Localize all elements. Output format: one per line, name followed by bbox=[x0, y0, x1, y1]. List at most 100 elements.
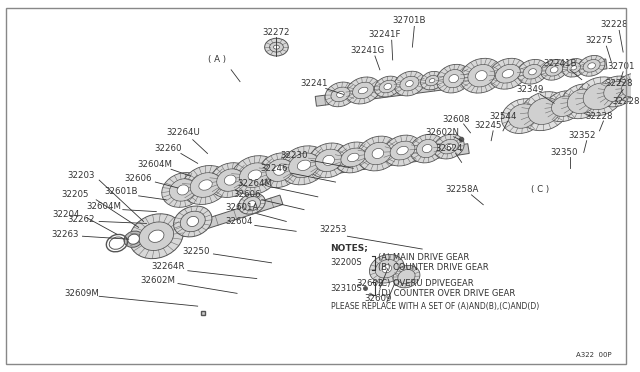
Ellipse shape bbox=[348, 153, 359, 162]
Ellipse shape bbox=[384, 83, 392, 90]
Text: ( A ): ( A ) bbox=[209, 55, 227, 64]
Ellipse shape bbox=[372, 148, 384, 158]
Text: 32264U: 32264U bbox=[166, 128, 200, 137]
Text: 32602: 32602 bbox=[356, 279, 384, 288]
Text: 32246: 32246 bbox=[260, 164, 288, 173]
Text: 32205: 32205 bbox=[62, 190, 90, 199]
Text: 32262: 32262 bbox=[68, 215, 95, 224]
Ellipse shape bbox=[323, 155, 335, 166]
Polygon shape bbox=[163, 144, 469, 200]
Ellipse shape bbox=[529, 69, 536, 75]
Ellipse shape bbox=[199, 180, 212, 190]
Text: (C) OVERU DPIVEGEAR: (C) OVERU DPIVEGEAR bbox=[378, 279, 474, 288]
Ellipse shape bbox=[382, 264, 392, 273]
Ellipse shape bbox=[443, 70, 465, 88]
Text: 32228: 32228 bbox=[586, 112, 613, 121]
Ellipse shape bbox=[148, 230, 164, 243]
Ellipse shape bbox=[239, 193, 265, 214]
Text: 32352: 32352 bbox=[568, 131, 595, 140]
Ellipse shape bbox=[429, 78, 435, 83]
Ellipse shape bbox=[616, 73, 640, 102]
Ellipse shape bbox=[190, 173, 221, 198]
Ellipse shape bbox=[439, 139, 458, 154]
Ellipse shape bbox=[393, 265, 420, 288]
Ellipse shape bbox=[369, 254, 404, 283]
Ellipse shape bbox=[406, 80, 413, 87]
Ellipse shape bbox=[170, 179, 196, 201]
Text: 32272: 32272 bbox=[262, 28, 290, 37]
Ellipse shape bbox=[550, 67, 558, 73]
Ellipse shape bbox=[248, 201, 255, 207]
Polygon shape bbox=[316, 59, 607, 106]
Text: 32606: 32606 bbox=[125, 174, 152, 183]
Ellipse shape bbox=[394, 71, 425, 96]
Ellipse shape bbox=[307, 143, 350, 178]
Ellipse shape bbox=[517, 60, 548, 84]
Ellipse shape bbox=[426, 76, 439, 86]
Ellipse shape bbox=[364, 142, 392, 165]
Text: 32258A: 32258A bbox=[445, 185, 478, 195]
Text: 32200S: 32200S bbox=[331, 258, 362, 267]
Ellipse shape bbox=[489, 58, 527, 89]
Ellipse shape bbox=[571, 66, 577, 70]
Ellipse shape bbox=[353, 82, 374, 99]
Ellipse shape bbox=[567, 62, 580, 73]
Text: ( C ): ( C ) bbox=[531, 185, 550, 195]
Ellipse shape bbox=[187, 217, 198, 227]
Ellipse shape bbox=[575, 77, 623, 116]
Ellipse shape bbox=[563, 58, 586, 77]
Ellipse shape bbox=[400, 76, 419, 91]
Text: 32228: 32228 bbox=[605, 79, 633, 88]
Ellipse shape bbox=[180, 211, 205, 232]
Text: 32601B: 32601B bbox=[104, 187, 138, 196]
Ellipse shape bbox=[502, 99, 544, 134]
Ellipse shape bbox=[398, 269, 415, 284]
Ellipse shape bbox=[209, 163, 252, 198]
Text: PLEASE REPLACE WITH A SET OF (A)AND(B),(C)AND(D): PLEASE REPLACE WITH A SET OF (A)AND(B),(… bbox=[331, 302, 539, 311]
Text: 32602M: 32602M bbox=[141, 276, 176, 285]
Ellipse shape bbox=[588, 63, 595, 69]
Ellipse shape bbox=[567, 89, 596, 113]
Text: 32606: 32606 bbox=[233, 190, 260, 199]
Text: 32260: 32260 bbox=[154, 144, 182, 153]
Text: 32349: 32349 bbox=[517, 85, 544, 94]
Ellipse shape bbox=[390, 141, 415, 160]
Text: 32544: 32544 bbox=[489, 112, 516, 121]
Ellipse shape bbox=[128, 234, 140, 244]
Ellipse shape bbox=[397, 146, 408, 155]
Text: 32701B: 32701B bbox=[393, 16, 426, 25]
Text: 32230: 32230 bbox=[280, 151, 308, 160]
Ellipse shape bbox=[375, 260, 398, 278]
Text: NOTES;: NOTES; bbox=[331, 243, 369, 251]
Text: 32624: 32624 bbox=[435, 144, 463, 153]
Ellipse shape bbox=[162, 173, 204, 207]
Ellipse shape bbox=[273, 45, 280, 49]
Ellipse shape bbox=[445, 144, 452, 150]
Ellipse shape bbox=[315, 149, 342, 171]
Text: 32609: 32609 bbox=[364, 294, 392, 303]
Ellipse shape bbox=[266, 159, 293, 182]
Ellipse shape bbox=[460, 58, 502, 93]
Text: 32250: 32250 bbox=[182, 247, 209, 256]
Ellipse shape bbox=[337, 91, 344, 97]
Ellipse shape bbox=[420, 71, 444, 90]
Ellipse shape bbox=[621, 78, 640, 97]
Ellipse shape bbox=[225, 175, 236, 185]
Text: 32228: 32228 bbox=[600, 20, 628, 29]
Text: (A) MAIN DRIVE GEAR: (A) MAIN DRIVE GEAR bbox=[378, 253, 469, 262]
Ellipse shape bbox=[502, 70, 514, 78]
Text: 32701: 32701 bbox=[607, 62, 635, 71]
Ellipse shape bbox=[468, 64, 495, 87]
Ellipse shape bbox=[523, 64, 542, 79]
Ellipse shape bbox=[541, 60, 568, 80]
Ellipse shape bbox=[264, 38, 288, 56]
Text: 32310S: 32310S bbox=[331, 284, 362, 293]
Ellipse shape bbox=[520, 92, 568, 131]
Text: 32253: 32253 bbox=[320, 225, 348, 234]
Text: (B) COUNTER DRIVE GEAR: (B) COUNTER DRIVE GEAR bbox=[378, 263, 488, 272]
Ellipse shape bbox=[597, 76, 636, 107]
Ellipse shape bbox=[280, 146, 328, 185]
Ellipse shape bbox=[604, 81, 628, 102]
Ellipse shape bbox=[139, 222, 173, 250]
Ellipse shape bbox=[243, 196, 260, 211]
